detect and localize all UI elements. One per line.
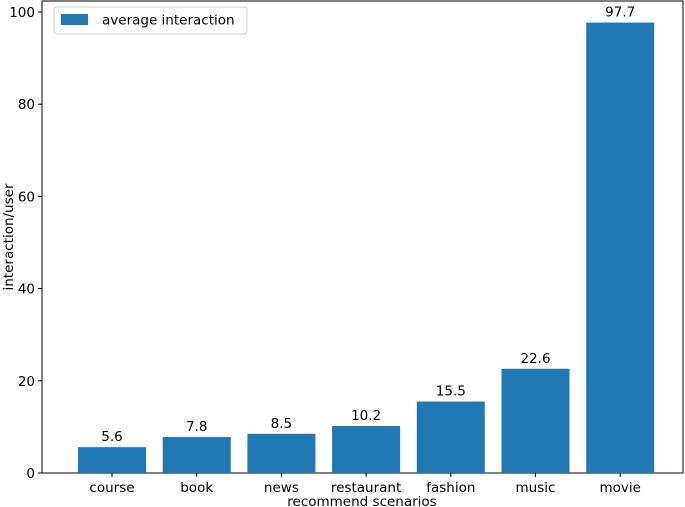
y-tick-label-60: 60 xyxy=(18,189,35,205)
x-tick-label-restaurant: restaurant xyxy=(331,480,401,496)
bar-movie xyxy=(586,22,655,473)
bar-value-label-movie: 97.7 xyxy=(605,5,635,21)
bar-news xyxy=(247,433,316,473)
x-tick-label-news: news xyxy=(264,480,299,496)
bar-value-label-course: 5.6 xyxy=(101,429,122,445)
bar-fashion xyxy=(416,401,485,473)
bar-value-label-book: 7.8 xyxy=(186,419,207,435)
x-tick-label-course: course xyxy=(89,480,134,496)
legend-box xyxy=(53,6,248,35)
y-tick-label-100: 100 xyxy=(9,5,35,21)
bar-value-label-news: 8.5 xyxy=(271,416,292,432)
bar-book xyxy=(162,437,231,473)
y-tick-label-80: 80 xyxy=(18,97,35,113)
y-axis-title: interaction/user xyxy=(1,183,17,290)
bar-value-labels: 5.6 7.8 8.5 10.2 15.5 22.6 97.7 xyxy=(101,5,635,446)
x-axis-title: recommend scenarios xyxy=(287,494,436,507)
x-tick-label-book: book xyxy=(180,480,213,496)
x-tick-label-fashion: fashion xyxy=(426,480,475,496)
legend-swatch xyxy=(61,14,88,25)
y-tick-label-40: 40 xyxy=(18,282,35,298)
bar-restaurant xyxy=(332,425,401,473)
bars-group xyxy=(78,22,655,473)
legend-label: average interaction xyxy=(102,13,235,29)
x-tick-label-movie: movie xyxy=(599,480,640,496)
bar-music xyxy=(501,368,570,473)
y-axis-ticks: 0 20 40 60 80 100 xyxy=(9,5,42,482)
bar-course xyxy=(78,447,146,473)
y-tick-label-0: 0 xyxy=(26,466,35,482)
bar-value-label-restaurant: 10.2 xyxy=(351,408,381,424)
bar-value-label-music: 22.6 xyxy=(520,351,550,367)
legend: average interaction xyxy=(53,6,248,35)
x-tick-label-music: music xyxy=(516,480,556,496)
bar-value-label-fashion: 15.5 xyxy=(436,384,466,400)
y-tick-label-20: 20 xyxy=(18,374,35,390)
x-axis-ticks: course book news restaurant fashion music movi… xyxy=(89,473,641,496)
